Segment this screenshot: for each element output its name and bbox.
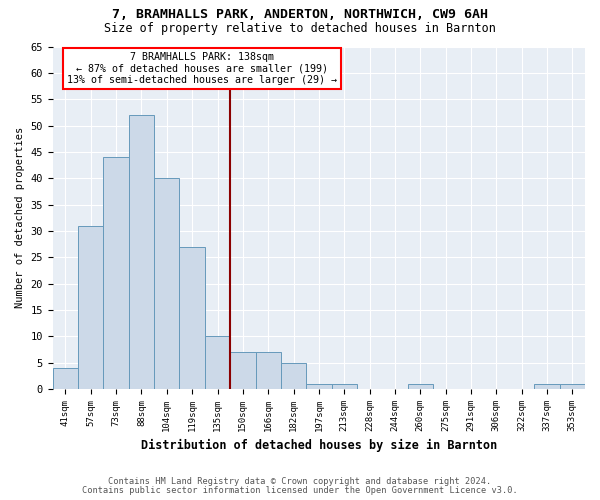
Bar [306, 384, 332, 389]
Bar [53, 368, 78, 389]
Bar [560, 384, 585, 389]
Text: Size of property relative to detached houses in Barnton: Size of property relative to detached ho… [104, 22, 496, 35]
Bar [154, 178, 179, 389]
Bar [205, 336, 230, 389]
Bar [256, 352, 281, 389]
Text: 7 BRAMHALLS PARK: 138sqm
← 87% of detached houses are smaller (199)
13% of semi-: 7 BRAMHALLS PARK: 138sqm ← 87% of detach… [67, 52, 337, 85]
Bar [103, 157, 129, 389]
Bar [407, 384, 433, 389]
Text: Contains public sector information licensed under the Open Government Licence v3: Contains public sector information licen… [82, 486, 518, 495]
Bar [78, 226, 103, 389]
Y-axis label: Number of detached properties: Number of detached properties [15, 127, 25, 308]
Bar [129, 115, 154, 389]
Text: 7, BRAMHALLS PARK, ANDERTON, NORTHWICH, CW9 6AH: 7, BRAMHALLS PARK, ANDERTON, NORTHWICH, … [112, 8, 488, 20]
Bar [332, 384, 357, 389]
Text: Contains HM Land Registry data © Crown copyright and database right 2024.: Contains HM Land Registry data © Crown c… [109, 477, 491, 486]
Bar [281, 362, 306, 389]
Bar [230, 352, 256, 389]
Bar [535, 384, 560, 389]
X-axis label: Distribution of detached houses by size in Barnton: Distribution of detached houses by size … [141, 440, 497, 452]
Bar [179, 247, 205, 389]
